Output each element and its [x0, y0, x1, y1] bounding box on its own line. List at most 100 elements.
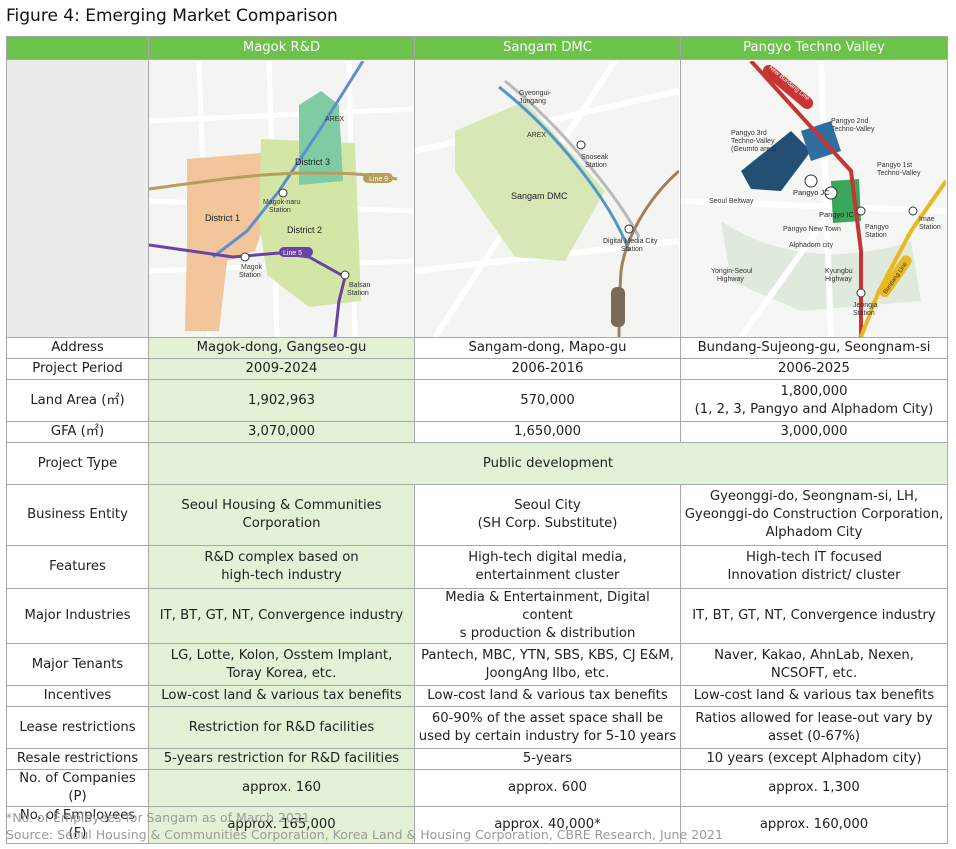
row-project-type: Project Type Public development: [6, 442, 948, 485]
cell-pangyo: 2006-2025: [680, 358, 948, 380]
row-features: Features R&D complex based on high-tech i…: [6, 545, 948, 589]
row-project-period: Project Period 2009-2024 2006-2016 2006-…: [6, 358, 948, 380]
row-gfa: GFA (㎡) 3,070,000 1,650,000 3,000,000: [6, 421, 948, 443]
cell-line: Media & Entertainment, Digital content: [445, 590, 650, 623]
cell-line: 60-90% of the asset space shall be: [431, 710, 664, 726]
source-note: Source: Seoul Housing & Communities Corp…: [6, 827, 723, 842]
cell-line: Pantech, MBC, YTN, SBS, KBS, CJ E&M,: [421, 647, 674, 663]
pangyo2-label-1: Pangyo 2nd: [831, 118, 868, 125]
cell-pangyo: 10 years (except Alphadom city): [680, 748, 948, 770]
cell-line: Corporation: [242, 516, 321, 531]
cell-pangyo: Naver, Kakao, AhnLab, Nexen, NCSOFT, etc.: [680, 643, 948, 686]
cell-line: asset (0-67%): [767, 728, 861, 744]
cell-line: Alphadom City: [765, 525, 863, 540]
cell-line: High-tech digital media,: [468, 550, 627, 565]
cell-line: Innovation district/ cluster: [727, 568, 901, 583]
cell-pangyo: 3,000,000: [680, 421, 948, 443]
cell-sangam: approx. 40,000*: [414, 806, 681, 844]
magok-map: District 1 District 2 District 3 Magok-n…: [148, 59, 415, 338]
cell-pangyo: Gyeonggi-do, Seongnam-si, LH, Gyeonggi-do…: [680, 484, 948, 546]
cell-sangam: Low-cost land & various tax benefits: [414, 685, 681, 707]
row-label: Major Tenants: [6, 643, 149, 686]
row-companies: No. of Companies (P) approx. 160 approx.…: [6, 769, 948, 807]
cell-sangam: High-tech digital media, entertainment cl…: [414, 545, 681, 589]
row-label: Project Type: [6, 442, 149, 485]
row-label: Address: [6, 337, 149, 359]
figure-title: Figure 4: Emerging Market Comparison: [6, 6, 338, 26]
cell-line: JoongAng Ilbo, etc.: [485, 665, 610, 681]
magoknaru-label-1: Magok-naru: [263, 199, 300, 206]
magoknaru-label-2: Station: [269, 207, 291, 214]
cell-line: Ratios allowed for lease-out vary by: [695, 710, 933, 726]
sooseak-label-2: Station: [585, 162, 607, 169]
line9-label: Line 9: [369, 176, 388, 183]
beltway-label: Seoul Beltway: [709, 198, 754, 205]
cell-magok: Low-cost land & various tax benefits: [148, 685, 415, 707]
row-incentives: Incentives Low-cost land & various tax b…: [6, 685, 948, 707]
cell-line: NCSOFT, etc.: [770, 665, 858, 681]
comparison-table: Magok R&D Sangam DMC Pangyo Techno Valle…: [6, 36, 948, 844]
imae-label-2: Station: [919, 224, 941, 231]
map-row: District 1 District 2 District 3 Magok-n…: [6, 59, 948, 338]
row-label: GFA (㎡): [6, 421, 149, 443]
cell-sangam: Seoul City (SH Corp. Substitute): [414, 484, 681, 546]
pangyo-3rd-area: [741, 130, 811, 191]
cell-line: R&D complex based on: [204, 550, 359, 565]
cell-line: Gyeonggi-do Construction Corporation,: [684, 507, 944, 522]
header-sangam: Sangam DMC: [414, 36, 681, 60]
row-label: Land Area (㎡): [6, 379, 149, 422]
sooseak-label-1: Sooseak: [581, 154, 609, 161]
pangyo2-label-2: Techno-Valley: [831, 126, 875, 133]
row-employees: No. of Employees (F) approx. 165,000 app…: [6, 806, 948, 844]
district-1-label: District 1: [205, 213, 240, 223]
cell-magok: LG, Lotte, Kolon, Osstem Implant, Toray K…: [148, 643, 415, 686]
row-label: Resale restrictions: [6, 748, 149, 770]
cell-sangam: Pantech, MBC, YTN, SBS, KBS, CJ E&M, Joon…: [414, 643, 681, 686]
magok-map-image: District 1 District 2 District 3 Magok-n…: [149, 60, 413, 337]
gyeongui-label-1: Gyeongui-: [519, 90, 552, 97]
cell-magok: Seoul Housing & Communities Corporation: [148, 484, 415, 546]
cell-line: LG, Lotte, Kolon, Osstem Implant,: [170, 647, 393, 663]
cell-pangyo: High-tech IT focused Innovation district/…: [680, 545, 948, 589]
cell-sangam: 5-years: [414, 748, 681, 770]
dmc-label-2: Station: [621, 246, 643, 253]
cell-line: entertainment cluster: [475, 568, 620, 583]
cell-line: (SH Corp. Substitute): [477, 516, 618, 531]
header-magok: Magok R&D: [148, 36, 415, 60]
yongin-label-2: Highway: [717, 276, 744, 283]
cell-line: s production & distribution: [459, 626, 636, 641]
cell-line: high-tech industry: [221, 568, 342, 583]
cell-line: used by certain industry for 5-10 years: [418, 728, 677, 744]
cell-sangam: 2006-2016: [414, 358, 681, 380]
balsan-label-1: Balsan: [349, 282, 371, 289]
pangyo3-label-2: Techno-Valley: [731, 138, 775, 145]
jeongja-label-1: Jeongja: [853, 302, 878, 309]
cell-line: (1, 2, 3, Pangyo and Alphadom City): [694, 401, 934, 417]
magok-label-2: Station: [239, 272, 261, 279]
cell-line: Naver, Kakao, AhnLab, Nexen,: [714, 647, 914, 663]
district-3-label: District 3: [295, 157, 330, 167]
map-row-label: [6, 59, 149, 338]
arex-label: AREX: [325, 116, 344, 123]
cell-line: Toray Korea, etc.: [226, 665, 337, 681]
cell-line: Seoul Housing & Communities: [181, 498, 382, 513]
magok-label-1: Magok: [241, 264, 263, 271]
cell-sangam: 570,000: [414, 379, 681, 422]
imae-label-1: Imae: [919, 216, 935, 223]
gyeongui-label-2: Jungang: [519, 98, 546, 105]
cell-magok: Restriction for R&D facilities: [148, 706, 415, 749]
cell-magok: IT, BT, GT, NT, Convergence industry: [148, 588, 415, 644]
row-major-tenants: Major Tenants LG, Lotte, Kolon, Osstem I…: [6, 643, 948, 686]
yongin-label-1: Yongin-Seoul: [711, 268, 753, 275]
header-blank: [6, 36, 149, 60]
balsan-label-2: Station: [347, 290, 369, 297]
cell-line: Gyeonggi-do, Seongnam-si, LH,: [709, 489, 919, 504]
dmc-area: [455, 100, 605, 261]
newtown-label: Pangyo New Town: [783, 226, 841, 233]
pangyo-station-label-2: Station: [865, 232, 887, 239]
district-3-area: [299, 90, 343, 185]
sangam-arex-label: AREX: [527, 132, 546, 139]
pangyo3-label-3: (Geumto area): [731, 146, 777, 153]
cell-magok: Magok-dong, Gangseo-gu: [148, 337, 415, 359]
header-pangyo: Pangyo Techno Valley: [680, 36, 948, 60]
